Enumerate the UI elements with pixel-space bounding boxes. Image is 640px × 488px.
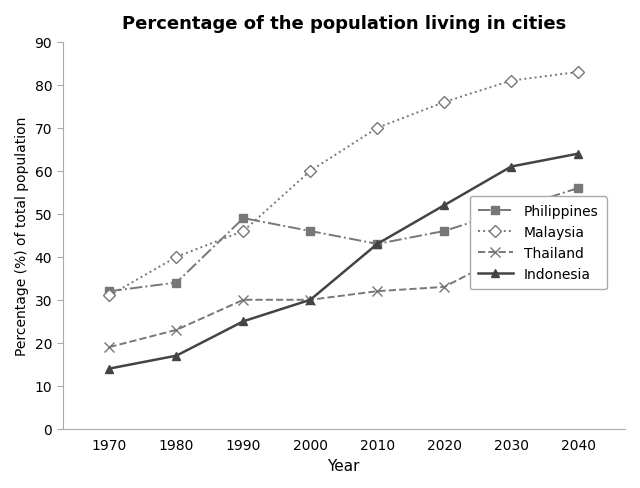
Philippines (574, 186, 582, 192)
Philippines (440, 228, 448, 234)
Thailand (574, 211, 582, 217)
Indonesia (307, 297, 314, 303)
Indonesia (440, 203, 448, 209)
Malaysia (173, 254, 180, 260)
Thailand (239, 297, 247, 303)
Indonesia (508, 164, 515, 170)
Philippines (307, 228, 314, 234)
Legend: Philippines, Malaysia, Thailand, Indonesia: Philippines, Malaysia, Thailand, Indones… (470, 197, 607, 290)
Indonesia (574, 151, 582, 157)
Malaysia (574, 70, 582, 76)
Thailand (106, 345, 113, 350)
Line: Indonesia: Indonesia (106, 150, 582, 373)
Malaysia (440, 100, 448, 106)
Thailand (373, 289, 381, 295)
Indonesia (373, 242, 381, 247)
Malaysia (307, 168, 314, 174)
Malaysia (508, 79, 515, 84)
Malaysia (239, 228, 247, 234)
Indonesia (106, 366, 113, 372)
Y-axis label: Percentage (%) of total population: Percentage (%) of total population (15, 116, 29, 355)
Philippines (239, 216, 247, 222)
Indonesia (173, 353, 180, 359)
Indonesia (239, 319, 247, 325)
Thailand (307, 297, 314, 303)
Philippines (373, 242, 381, 247)
Philippines (508, 207, 515, 213)
Line: Thailand: Thailand (104, 209, 583, 352)
Line: Philippines: Philippines (106, 184, 582, 296)
Philippines (106, 289, 113, 295)
Thailand (440, 285, 448, 290)
Malaysia (106, 293, 113, 299)
Philippines (173, 280, 180, 286)
Title: Percentage of the population living in cities: Percentage of the population living in c… (122, 15, 566, 33)
Malaysia (373, 126, 381, 132)
Thailand (508, 250, 515, 256)
Thailand (173, 327, 180, 333)
Line: Malaysia: Malaysia (106, 69, 582, 300)
X-axis label: Year: Year (328, 458, 360, 473)
